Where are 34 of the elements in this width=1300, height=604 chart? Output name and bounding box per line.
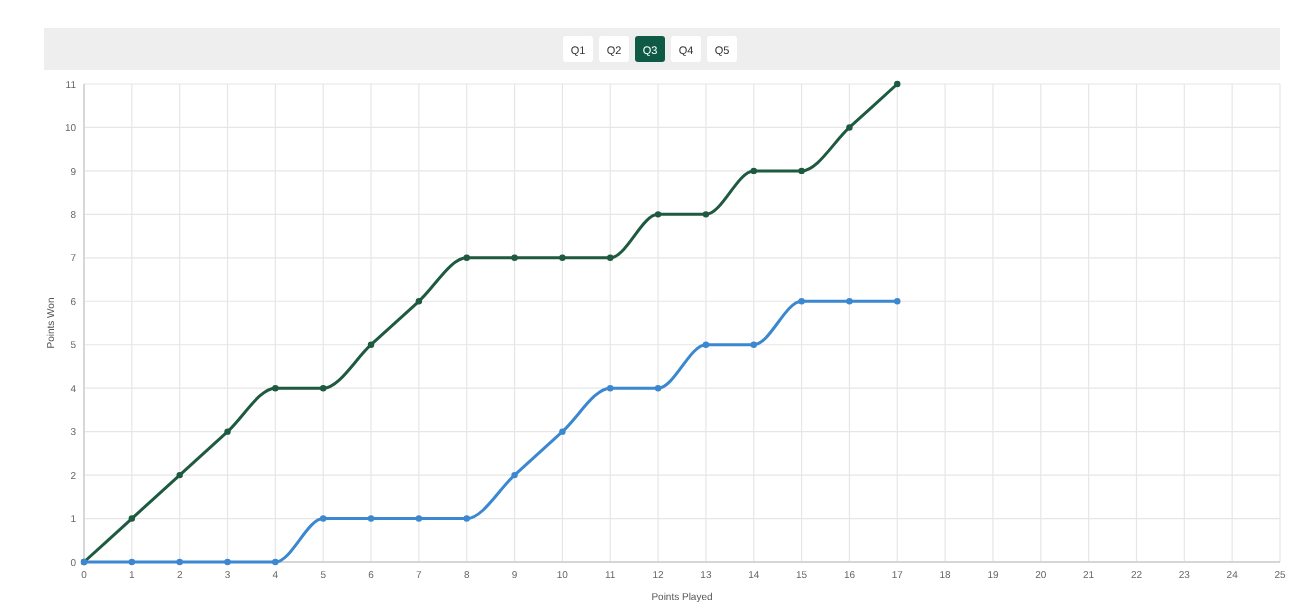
point bbox=[415, 298, 423, 305]
point bbox=[463, 254, 470, 262]
point bbox=[559, 254, 566, 262]
point bbox=[750, 341, 757, 348]
point bbox=[128, 515, 136, 522]
point bbox=[320, 515, 327, 522]
point bbox=[750, 167, 757, 175]
point bbox=[607, 384, 614, 392]
point bbox=[511, 471, 518, 479]
point bbox=[798, 298, 805, 305]
point bbox=[367, 341, 375, 348]
point bbox=[176, 471, 183, 479]
point bbox=[654, 211, 662, 218]
point bbox=[702, 341, 710, 348]
point bbox=[320, 384, 327, 392]
point bbox=[224, 428, 231, 435]
point bbox=[846, 124, 853, 131]
point bbox=[894, 80, 901, 88]
point bbox=[511, 254, 518, 262]
point bbox=[702, 211, 710, 218]
point bbox=[128, 558, 136, 566]
point bbox=[272, 558, 279, 566]
point bbox=[224, 558, 231, 566]
point bbox=[463, 515, 470, 522]
point bbox=[607, 254, 614, 262]
point bbox=[367, 515, 375, 522]
point bbox=[894, 298, 901, 305]
point bbox=[559, 428, 566, 435]
point bbox=[654, 384, 662, 392]
point bbox=[272, 384, 279, 392]
point bbox=[798, 167, 805, 175]
point bbox=[176, 558, 183, 566]
point bbox=[846, 298, 853, 305]
point bbox=[415, 515, 423, 522]
